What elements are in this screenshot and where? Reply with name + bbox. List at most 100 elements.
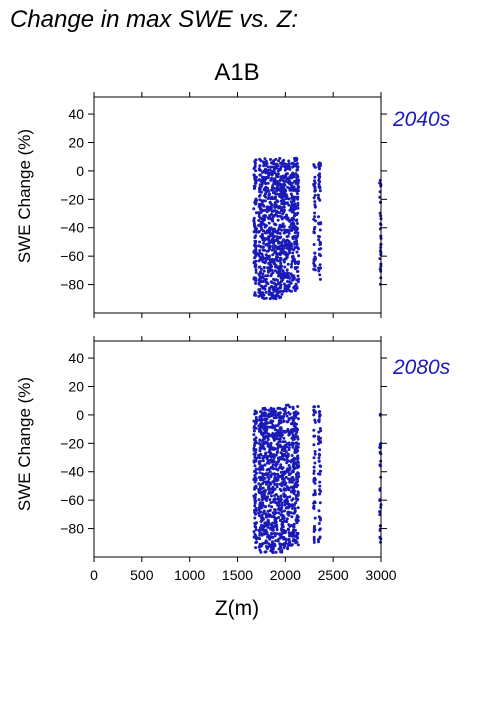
data-point: [252, 167, 256, 170]
data-point: [317, 435, 320, 439]
data-point: [282, 487, 286, 491]
data-point: [261, 272, 265, 276]
data-point: [261, 209, 265, 212]
data-point: [317, 420, 321, 424]
data-point: [273, 197, 277, 201]
data-point: [260, 465, 264, 469]
data-point: [276, 218, 280, 222]
x-axis-2080s: 0 500 1000 1500 2000 2500 3000: [90, 336, 397, 583]
data-point: [279, 494, 283, 498]
x-tick-label: 2000: [270, 567, 301, 583]
data-point: [253, 473, 257, 477]
data-point: [274, 238, 277, 242]
data-point: [269, 475, 273, 479]
data-point: [263, 157, 267, 161]
data-point: [287, 197, 291, 201]
data-point: [293, 461, 296, 465]
data-point: [268, 498, 272, 502]
data-point: [317, 540, 320, 544]
data-point: [281, 416, 285, 420]
data-point: [283, 509, 286, 513]
data-point: [286, 420, 290, 424]
data-point: [252, 207, 256, 211]
data-point: [312, 243, 316, 246]
x-axis-label: Z(m): [215, 597, 259, 620]
data-point: [268, 266, 272, 270]
data-point: [289, 192, 293, 196]
data-point: [313, 215, 317, 219]
data-point: [318, 501, 322, 505]
data-point: [260, 267, 263, 271]
data-point: [293, 413, 296, 417]
data-point: [295, 498, 299, 502]
data-point: [273, 497, 277, 501]
data-point: [257, 467, 261, 471]
data-point: [280, 506, 284, 510]
data-point: [296, 405, 300, 408]
data-point: [270, 454, 274, 458]
data-point: [292, 227, 296, 231]
data-point: [294, 172, 298, 176]
data-point: [318, 484, 322, 488]
data-point: [269, 421, 273, 425]
data-point: [288, 467, 292, 471]
x-tick-label: 0: [90, 567, 98, 583]
data-point: [274, 479, 278, 483]
data-point: [260, 175, 264, 179]
data-point: [260, 232, 264, 236]
data-point: [273, 436, 277, 440]
data-point: [274, 211, 278, 215]
data-point: [253, 522, 257, 526]
data-point: [261, 486, 265, 490]
data-point: [291, 221, 295, 225]
data-point: [260, 252, 264, 256]
data-point: [267, 270, 271, 273]
data-point: [290, 247, 294, 251]
data-point: [316, 442, 320, 446]
data-point: [319, 489, 323, 493]
data-point: [259, 270, 262, 274]
data-point: [292, 491, 296, 495]
data-point: [267, 450, 271, 454]
data-point: [259, 510, 263, 514]
data-point: [313, 175, 317, 179]
data-point: [270, 532, 274, 536]
data-point: [271, 188, 275, 192]
data-point: [282, 244, 286, 248]
data-point: [283, 228, 287, 232]
data-point: [296, 457, 300, 460]
data-point: [313, 516, 317, 520]
data-point: [296, 269, 300, 273]
data-point: [273, 521, 277, 525]
data-point: [296, 506, 300, 510]
data-point: [259, 520, 263, 523]
data-point: [270, 212, 273, 216]
data-point: [273, 222, 277, 226]
data-point: [253, 499, 257, 503]
data-point: [291, 435, 295, 439]
data-point: [296, 412, 300, 416]
data-point: [265, 499, 268, 502]
data-point: [272, 413, 276, 417]
data-point: [292, 258, 296, 262]
data-point: [316, 193, 320, 197]
data-point: [281, 212, 285, 216]
scatter-points-2040s: [252, 156, 383, 301]
data-point: [266, 485, 270, 489]
data-point: [296, 262, 300, 266]
data-point: [279, 283, 283, 287]
data-point: [254, 197, 258, 201]
data-point: [318, 267, 321, 271]
data-point: [318, 427, 322, 430]
data-point: [258, 168, 262, 172]
data-point: [254, 251, 258, 255]
data-point: [317, 182, 321, 186]
data-point: [270, 544, 274, 548]
data-point: [271, 184, 275, 188]
data-point: [253, 496, 257, 500]
data-point: [261, 411, 265, 415]
data-point: [271, 447, 275, 451]
data-point: [289, 265, 293, 269]
data-point: [269, 482, 273, 486]
data-point: [264, 192, 267, 196]
